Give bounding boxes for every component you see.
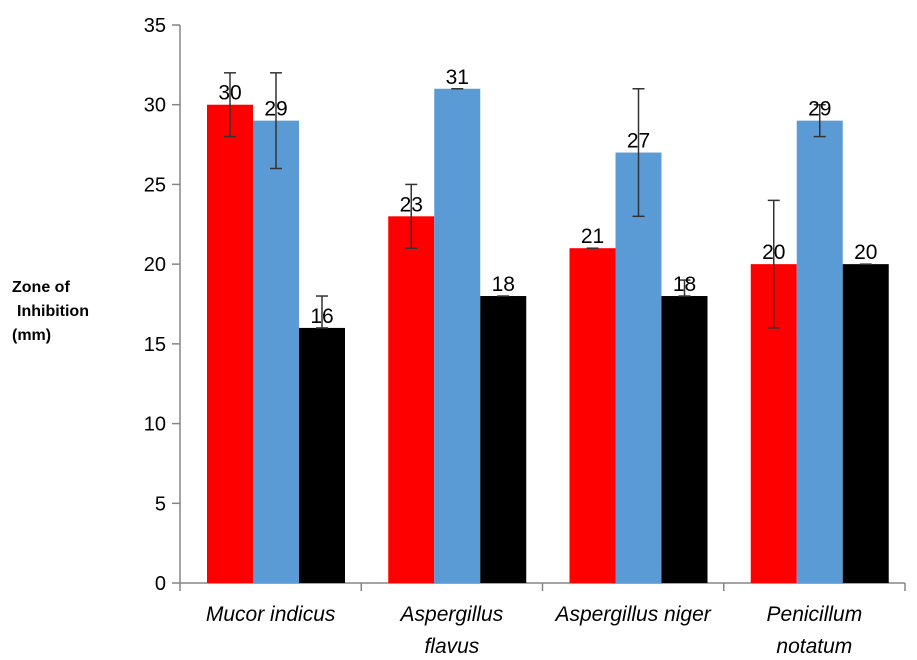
- bar: [569, 248, 616, 583]
- data-label: 20: [854, 241, 877, 264]
- x-tick-label: Penicillum: [767, 603, 863, 626]
- bar: [661, 296, 708, 583]
- y-axis-label: Zone of Inhibition (mm): [12, 276, 89, 348]
- bar: [434, 88, 481, 584]
- bar: [796, 120, 843, 584]
- data-label: 21: [581, 225, 604, 248]
- data-label: 31: [446, 66, 469, 89]
- y-axis-label-line-2: Inhibition: [17, 303, 89, 320]
- bar: [842, 264, 889, 583]
- y-tick-label: 15: [144, 334, 166, 356]
- y-tick-label: 35: [144, 15, 166, 37]
- bar: [615, 152, 662, 584]
- x-tick-label: flavus: [424, 635, 479, 655]
- data-label: 29: [808, 98, 831, 121]
- bar: [253, 120, 299, 584]
- data-label: 27: [627, 130, 650, 153]
- data-label: 20: [762, 241, 785, 264]
- bar: [480, 296, 527, 583]
- data-label: 23: [400, 193, 423, 216]
- x-tick-label: Aspergillus: [399, 603, 504, 626]
- data-label: 29: [264, 98, 287, 121]
- data-label: 18: [673, 273, 696, 296]
- data-label: 16: [310, 305, 333, 328]
- bar: [207, 104, 253, 583]
- x-tick-label: Aspergillus niger: [554, 603, 712, 626]
- y-axis-label-line-1: Zone of: [12, 279, 70, 296]
- bar: [299, 327, 345, 583]
- y-tick-label: 30: [144, 95, 166, 117]
- y-axis-label-line-3: (mm): [12, 327, 52, 344]
- y-tick-label: 0: [155, 573, 166, 595]
- y-tick-label: 10: [144, 414, 166, 436]
- y-tick-label: 5: [155, 493, 166, 515]
- data-label: 18: [492, 273, 515, 296]
- x-tick-label: Mucor indicus: [206, 603, 336, 626]
- y-tick-label: 25: [144, 174, 166, 196]
- bar: [388, 216, 435, 584]
- x-tick-label: notatum: [776, 635, 852, 655]
- data-label: 30: [218, 82, 241, 105]
- y-tick-label: 20: [144, 254, 166, 276]
